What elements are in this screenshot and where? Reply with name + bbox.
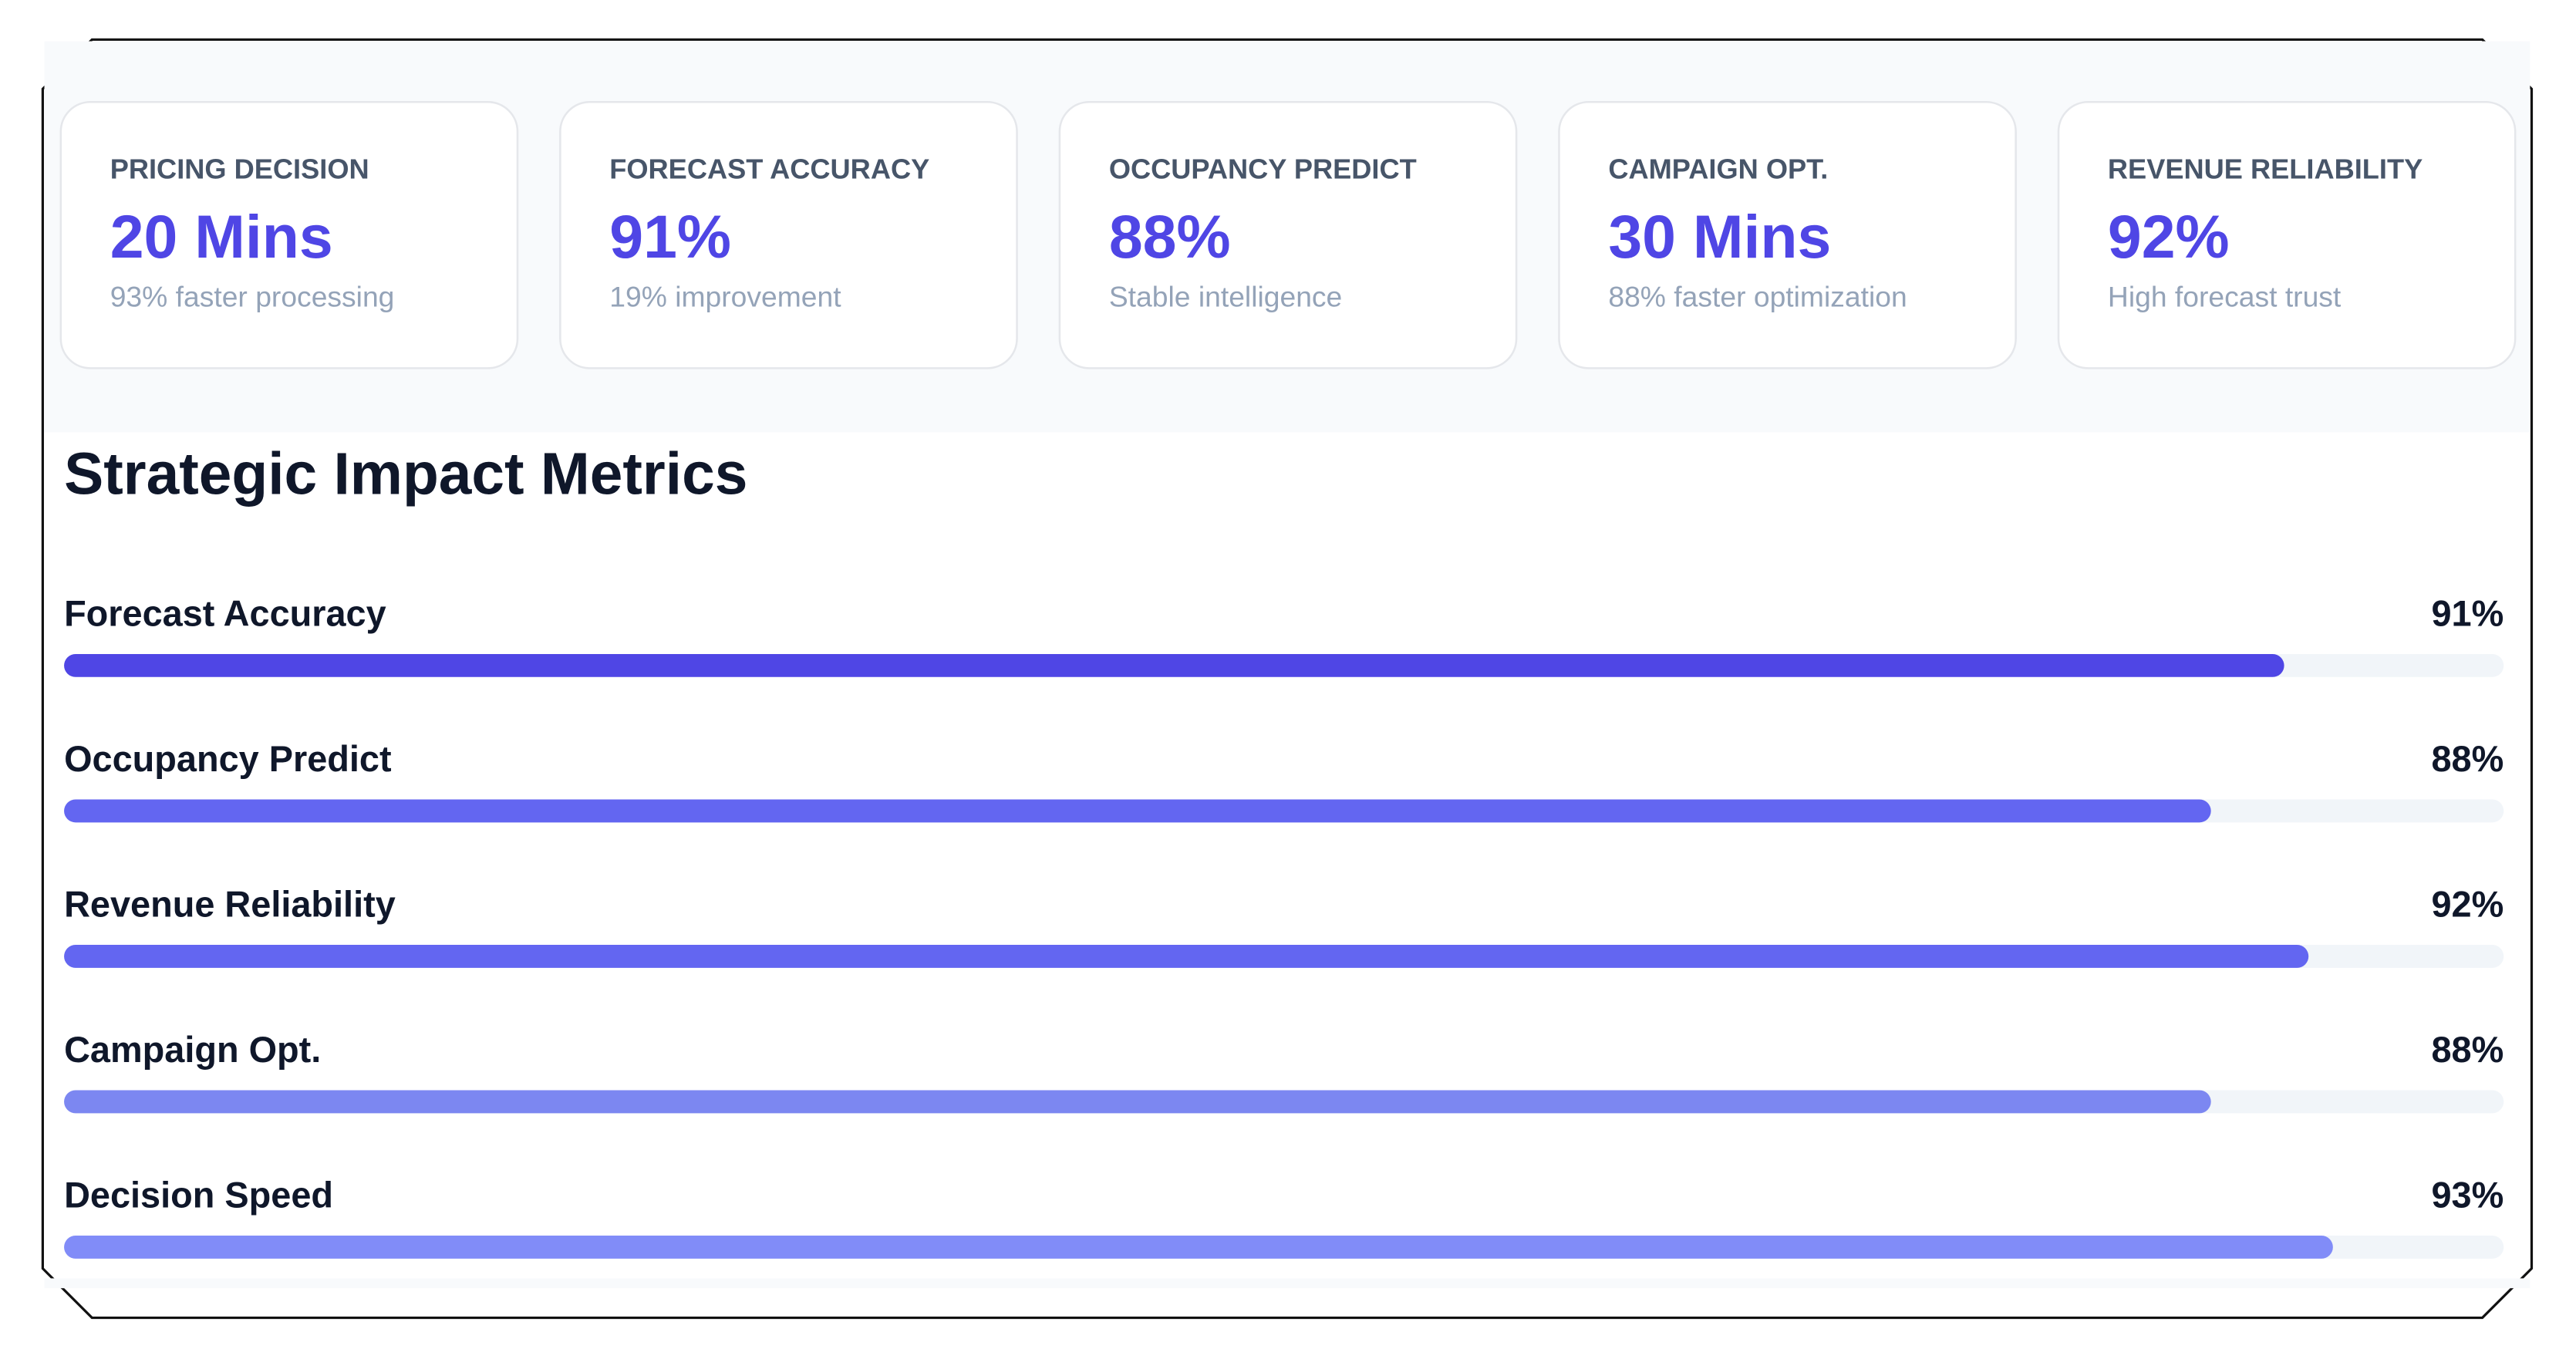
kpi-value: 88%	[1109, 203, 1231, 271]
kpi-note: 93% faster processing	[110, 281, 395, 313]
kpi-value: 91%	[609, 203, 731, 271]
metric-value: 88%	[2431, 739, 2504, 779]
metric-value: 93%	[2431, 1175, 2504, 1215]
bar	[64, 1236, 2333, 1259]
kpi-note: Stable intelligence	[1109, 281, 1342, 313]
metric-value: 88%	[2431, 1030, 2504, 1070]
kpi-value: 20 Mins	[110, 203, 333, 271]
kpi-note: 19% improvement	[609, 281, 841, 313]
kpi-card	[559, 100, 1018, 369]
kpi-note: 88% faster optimization	[1608, 281, 1907, 313]
metric-value: 91%	[2431, 593, 2504, 633]
kpi-card	[59, 100, 519, 369]
bar	[64, 799, 2211, 823]
kpi-value: 30 Mins	[1608, 203, 1831, 271]
kpi-label: PRICING DECISION	[110, 153, 369, 184]
metric-name: Forecast Accuracy	[64, 593, 386, 633]
kpi-card	[2057, 100, 2517, 369]
metric-value: 92%	[2431, 884, 2504, 924]
metric-name: Revenue Reliability	[64, 884, 396, 924]
metric-name: Occupancy Predict	[64, 739, 392, 779]
kpi-label: REVENUE RELIABILITY	[2108, 153, 2423, 184]
metric-name: Campaign Opt.	[64, 1030, 321, 1070]
section-title: Strategic Impact Metrics	[64, 441, 747, 507]
metric-name: Decision Speed	[64, 1175, 333, 1215]
bar	[64, 945, 2309, 968]
bottom-band	[44, 1278, 2530, 1289]
kpi-label: OCCUPANCY PREDICT	[1109, 153, 1417, 184]
bar	[64, 1090, 2211, 1114]
bar	[64, 653, 2284, 677]
kpi-card	[1058, 100, 1518, 369]
kpi-label: FORECAST ACCURACY	[609, 153, 929, 184]
kpi-value: 92%	[2108, 203, 2230, 271]
kpi-note: High forecast trust	[2108, 281, 2342, 313]
kpi-label: CAMPAIGN OPT.	[1608, 153, 1828, 184]
kpi-card	[1558, 100, 2017, 369]
